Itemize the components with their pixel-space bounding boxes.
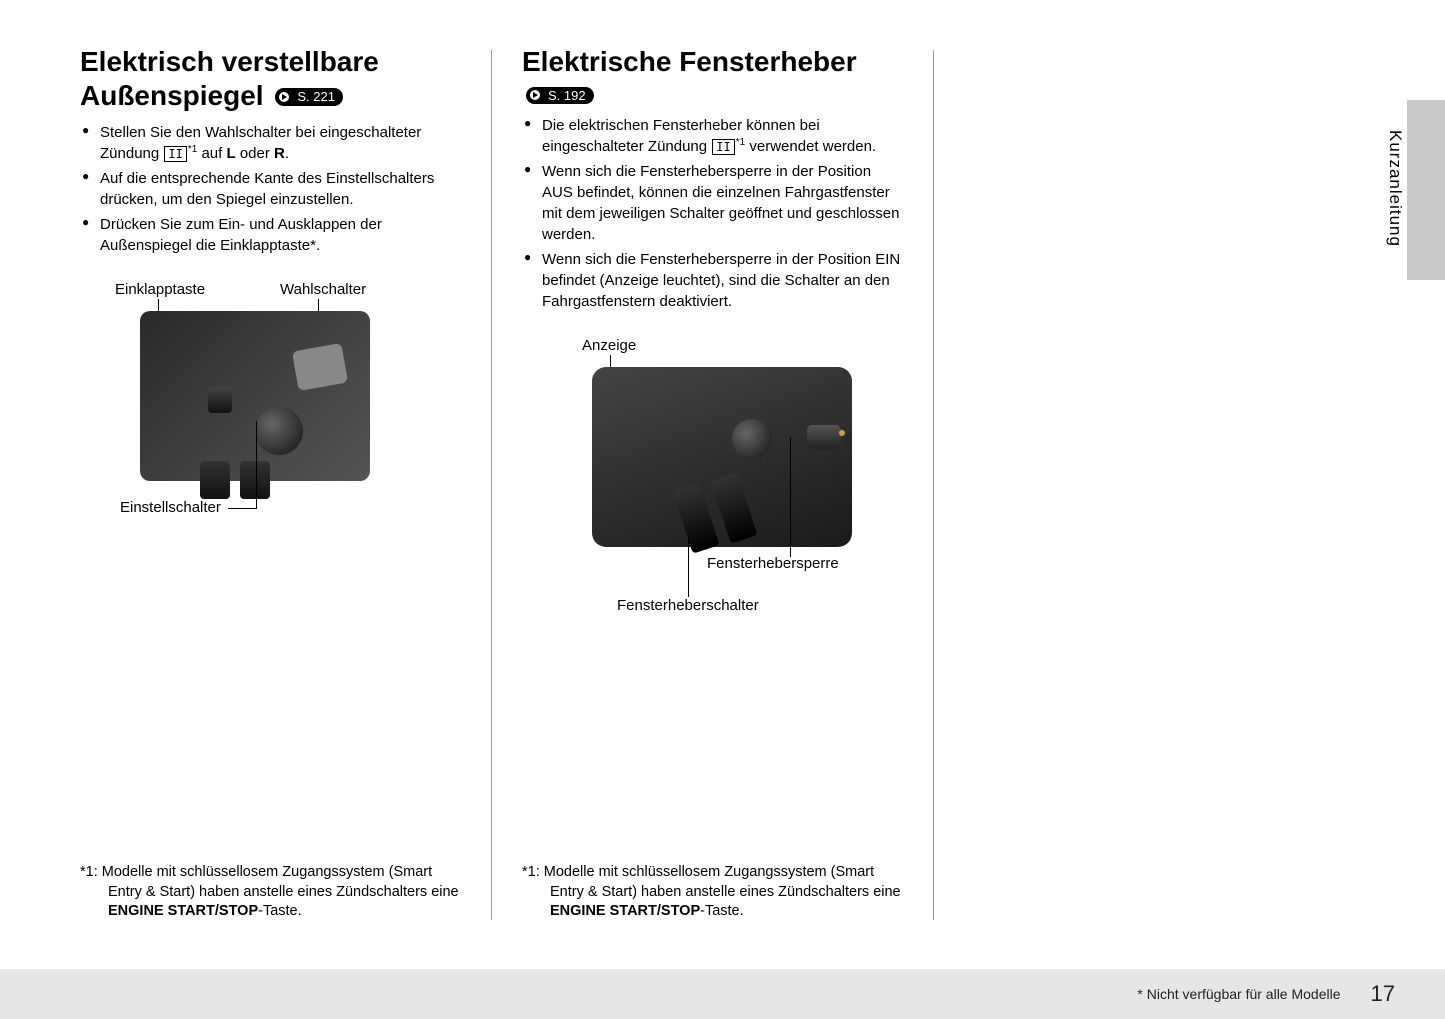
footer-page-number: 17: [1371, 981, 1395, 1007]
window-switch-icon: [200, 461, 230, 499]
text: ENGINE START/STOP: [108, 903, 258, 919]
text: -Taste.: [700, 903, 744, 919]
indicator-led-icon: [839, 430, 845, 436]
label-adjust-switch: Einstellschalter: [120, 499, 221, 516]
bullet-item: Wenn sich die Fensterhebersperre in der …: [522, 249, 903, 312]
diagram-mirrors: Einklapptaste Wahlschalter Einstellschal…: [80, 281, 461, 541]
label-window-switch: Fensterheberschalter: [617, 597, 759, 614]
ignition-symbol: II: [712, 139, 734, 155]
text: Wenn sich die Fensterhebersperre in der …: [542, 251, 900, 310]
fold-button-icon: [208, 387, 232, 413]
column-windows: Elektrische Fensterheber S. 192 Die elek…: [492, 45, 933, 940]
arrow-icon: [279, 91, 295, 103]
page-body: Elektrisch verstellbare Außenspiegel S. …: [0, 0, 1445, 940]
footnote-ref: *1: [736, 137, 745, 148]
bullets-mirrors: Stellen Sie den Wahlschalter bei eingesc…: [80, 122, 461, 256]
page-footer: * Nicht verfügbar für alle Modelle 17: [0, 969, 1445, 1019]
leader-line: [256, 421, 257, 509]
text: oder: [236, 145, 274, 162]
text: Auf die entsprechende Kante des Einstell…: [100, 170, 434, 208]
bullets-windows: Die elektrischen Fensterheber können bei…: [522, 115, 903, 312]
bullet-item: Wenn sich die Fensterhebersperre in der …: [522, 161, 903, 245]
text: R: [274, 145, 285, 162]
label-window-lock: Fensterhebersperre: [707, 555, 839, 572]
arrow-icon: [530, 89, 546, 101]
text: ENGINE START/STOP: [550, 903, 700, 919]
text: verwendet werden.: [745, 138, 876, 155]
label-indicator: Anzeige: [582, 337, 636, 354]
bullet-item: Drücken Sie zum Ein- und Ausklappen der …: [80, 214, 461, 256]
page-ref-mirrors: S. 221: [275, 88, 343, 106]
ignition-symbol: II: [164, 146, 186, 162]
text: Einstellschalter: [120, 499, 221, 516]
text: .: [285, 145, 289, 162]
text: Drücken Sie zum Ein- und Ausklappen der …: [100, 216, 382, 254]
selector-switch-icon: [292, 343, 348, 391]
label-selector: Wahlschalter: [280, 281, 366, 298]
footnote-ref: *1: [188, 144, 197, 155]
column-mirrors: Elektrisch verstellbare Außenspiegel S. …: [80, 45, 491, 940]
page-ref-wrap: S. 192: [522, 87, 903, 105]
label-fold-button: Einklapptaste: [115, 281, 205, 298]
diagram-windows: Anzeige Fensterhebersperre Fensterh: [522, 337, 903, 627]
window-control-panel-image: [592, 367, 852, 547]
window-lock-button-icon: [807, 425, 841, 449]
text: -Taste.: [258, 903, 302, 919]
bullet-item: Stellen Sie den Wahlschalter bei eingesc…: [80, 122, 461, 164]
adjust-knob-icon: [255, 407, 303, 455]
heading-windows-text: Elektrische Fensterheber: [522, 46, 857, 77]
text: Wenn sich die Fensterhebersperre in der …: [542, 163, 899, 243]
page-ref-mirrors-text: S. 221: [297, 89, 335, 105]
bullet-item: Auf die entsprechende Kante des Einstell…: [80, 168, 461, 210]
leader-line: [790, 437, 791, 557]
page-ref-windows: S. 192: [526, 87, 594, 104]
text: *1: Modelle mit schlüssellosem Zugangssy…: [522, 864, 901, 900]
heading-windows: Elektrische Fensterheber: [522, 45, 903, 79]
window-switch-icon: [710, 472, 757, 543]
column-empty: [934, 45, 1375, 940]
footnote-col2: *1: Modelle mit schlüssellosem Zugangssy…: [522, 863, 903, 922]
bullet-item: Die elektrischen Fensterheber können bei…: [522, 115, 903, 157]
mirror-control-panel-image: [140, 311, 370, 481]
leader-line: [228, 508, 256, 509]
footer-disclaimer: * Nicht verfügbar für alle Modelle: [1137, 986, 1340, 1002]
heading-mirrors: Elektrisch verstellbare Außenspiegel S. …: [80, 45, 461, 112]
text: *1: Modelle mit schlüssellosem Zugangssy…: [80, 864, 459, 900]
page-ref-windows-text: S. 192: [548, 88, 586, 103]
leader-line: [688, 535, 689, 597]
mirror-knob-icon: [732, 419, 772, 459]
window-switch-icon: [672, 482, 719, 553]
window-switch-icon: [240, 461, 270, 499]
text: L: [226, 145, 235, 162]
text: auf: [197, 145, 226, 162]
footnote-col1: *1: Modelle mit schlüssellosem Zugangssy…: [80, 863, 461, 922]
